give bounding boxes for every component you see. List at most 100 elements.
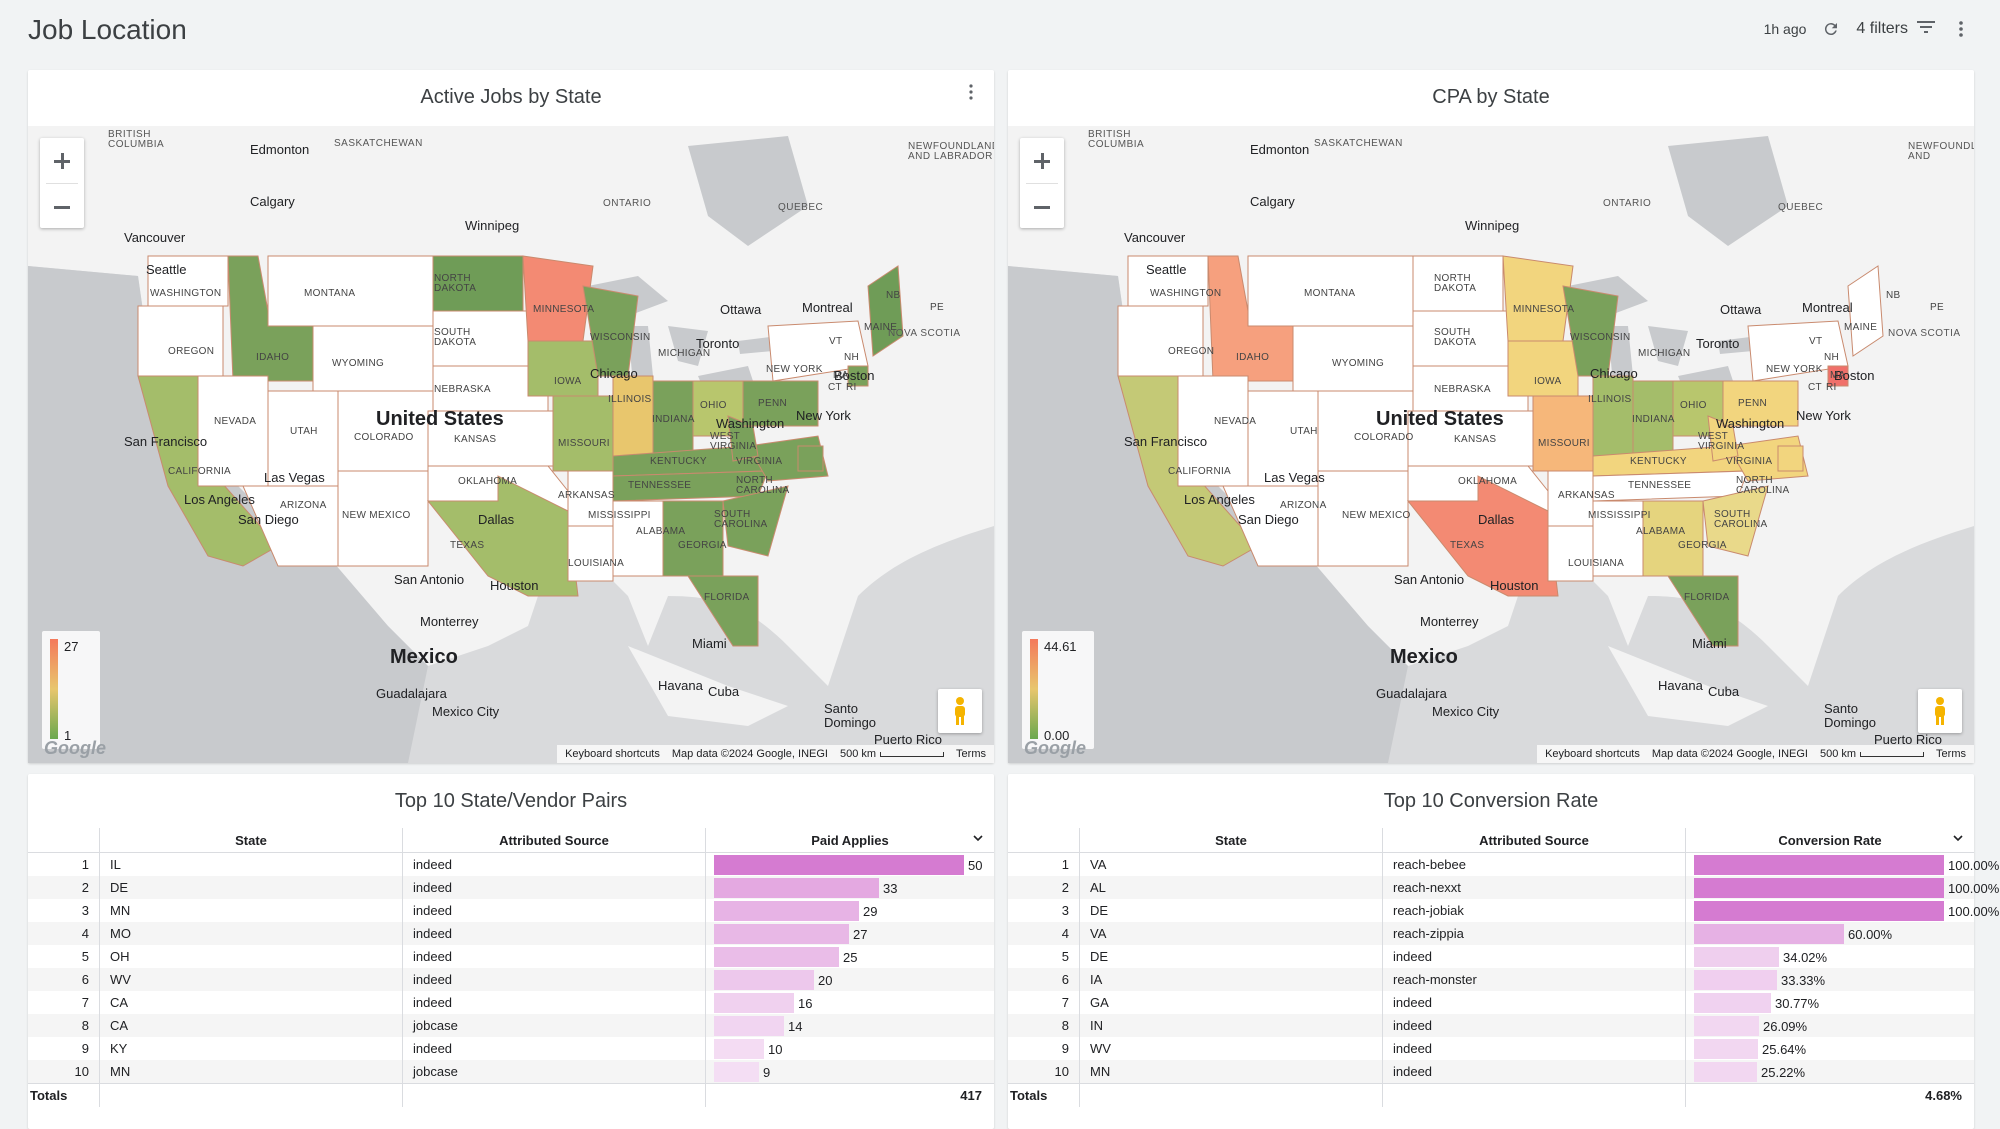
map-scale[interactable]: 500 km xyxy=(840,748,945,760)
state-label: GEORGIA xyxy=(678,540,727,551)
place-label: Guadalajara xyxy=(376,686,447,701)
place-label: Las Vegas xyxy=(264,470,325,485)
place-label: Edmonton xyxy=(1250,142,1310,157)
cell-metric: 60.00% xyxy=(1685,922,1974,945)
column-header-state[interactable]: State xyxy=(1079,828,1383,853)
table-row[interactable]: 3 DE reach-jobiak 100.00% xyxy=(1008,899,1999,922)
table-row[interactable]: 9 KY indeed 10 xyxy=(28,1037,994,1060)
cell-source: reach-jobiak xyxy=(1382,899,1686,922)
zoom-out-button[interactable] xyxy=(1020,184,1064,229)
zoom-in-button[interactable] xyxy=(40,138,84,183)
value-label: 60.00% xyxy=(1848,927,1893,942)
more-vert-icon[interactable] xyxy=(1950,18,1972,40)
table-row[interactable]: 6 IA reach-monster 33.33% xyxy=(1008,968,1974,991)
value-bar xyxy=(1694,901,1944,921)
map-card-cpa: CPA by State xyxy=(1008,70,1974,763)
place-label: ONTARIO xyxy=(1603,198,1652,209)
state-label: LOUISIANA xyxy=(568,558,625,569)
sort-desc-icon[interactable] xyxy=(1952,832,1964,847)
totals-row: Totals 417 xyxy=(28,1083,994,1107)
state-label: OHIO xyxy=(1680,400,1707,411)
place-label: Montreal xyxy=(802,300,853,315)
legend-min: 0.00 xyxy=(1044,728,1070,743)
google-logo: Google xyxy=(44,738,106,758)
cell-source: indeed xyxy=(402,945,706,968)
place-label: Monterrey xyxy=(1420,614,1479,629)
column-header-metric[interactable]: Paid Applies xyxy=(705,828,994,853)
cell-metric: 33 xyxy=(705,876,994,899)
state-label: ILLINOIS xyxy=(608,394,652,405)
place-label: Guadalajara xyxy=(1376,686,1447,701)
map-canvas[interactable]: BRITISH COLUMBIA Edmonton SASKATCHEWAN C… xyxy=(1008,126,1974,763)
state-label: OKLAHOMA xyxy=(1458,476,1518,487)
totals-row: Totals 4.68% xyxy=(1008,1083,1974,1107)
cell-metric: 14 xyxy=(705,1014,994,1037)
table-row[interactable]: 8 CA jobcase 14 xyxy=(28,1014,994,1037)
table-row[interactable]: 10 MN jobcase 9 xyxy=(28,1060,994,1084)
zoom-out-button[interactable] xyxy=(40,184,84,229)
value-label: 34.02% xyxy=(1783,950,1828,965)
table-row[interactable]: 5 DE indeed 34.02% xyxy=(1008,945,1974,968)
sort-desc-icon[interactable] xyxy=(972,832,984,847)
table-row[interactable]: 1 IL indeed 50 xyxy=(28,852,994,876)
bar-container: 25.64% xyxy=(1686,1037,1974,1060)
cell-state: CA xyxy=(99,991,403,1014)
map-title: CPA by State xyxy=(1432,86,1550,108)
table-row[interactable]: 7 CA indeed 16 xyxy=(28,991,994,1014)
value-bar xyxy=(714,855,964,875)
table-row[interactable]: 1 VA reach-bebee 100.00% xyxy=(1008,852,1999,876)
card-menu-icon[interactable] xyxy=(968,84,974,105)
bar-container: 100.00% xyxy=(1686,899,1999,922)
terms-link[interactable]: Terms xyxy=(956,748,986,760)
zoom-in-button[interactable] xyxy=(1020,138,1064,183)
table-row[interactable]: 10 MN indeed 25.22% xyxy=(1008,1060,1974,1084)
column-header-source[interactable]: Attributed Source xyxy=(402,828,706,853)
street-view-pegman-icon[interactable] xyxy=(938,689,982,733)
state-label: SOUTH DAKOTA xyxy=(1434,327,1477,348)
column-header-metric[interactable]: Conversion Rate xyxy=(1685,828,1974,853)
table-row[interactable]: 7 GA indeed 30.77% xyxy=(1008,991,1974,1014)
totals-empty xyxy=(99,1083,403,1107)
state-label: WISCONSIN xyxy=(1570,332,1631,343)
table-row[interactable]: 8 IN indeed 26.09% xyxy=(1008,1014,1974,1037)
state-label: COLORADO xyxy=(1354,432,1414,443)
place-label: Winnipeg xyxy=(465,218,520,233)
cell-source: indeed xyxy=(402,852,706,876)
table-card-conversion-rate: Top 10 Conversion Rate State Attributed … xyxy=(1008,774,1999,1129)
row-index: 10 xyxy=(1008,1060,1080,1084)
filters-button[interactable]: 4 filters xyxy=(1856,19,1936,40)
bar-container: 100.00% xyxy=(1686,876,1999,899)
cell-source: jobcase xyxy=(402,1014,706,1037)
totals-empty xyxy=(1079,1083,1383,1107)
map-scale[interactable]: 500 km xyxy=(1820,748,1925,760)
table-row[interactable]: 3 MN indeed 29 xyxy=(28,899,994,922)
column-header-source[interactable]: Attributed Source xyxy=(1382,828,1686,853)
keyboard-shortcuts-link[interactable]: Keyboard shortcuts xyxy=(565,748,660,760)
state-label: PE xyxy=(1930,302,1944,313)
value-bar xyxy=(1694,1062,1757,1082)
cell-state: WV xyxy=(1079,1037,1383,1060)
terms-link[interactable]: Terms xyxy=(1936,748,1966,760)
page-header: Job Location 1h ago 4 filters xyxy=(0,0,2000,66)
table-row[interactable]: 4 VA reach-zippia 60.00% xyxy=(1008,922,1974,945)
cell-state: DE xyxy=(99,876,403,899)
index-header xyxy=(1008,828,1080,853)
value-bar xyxy=(1694,1039,1758,1059)
column-header-state[interactable]: State xyxy=(99,828,403,853)
table-row[interactable]: 2 DE indeed 33 xyxy=(28,876,994,899)
map-canvas[interactable]: BRITISH COLUMBIA Edmonton SASKATCHEWAN C… xyxy=(28,126,994,763)
table-row[interactable]: 5 OH indeed 25 xyxy=(28,945,994,968)
refresh-icon[interactable] xyxy=(1820,18,1842,40)
place-label: BRITISH COLUMBIA xyxy=(108,129,165,150)
street-view-pegman-icon[interactable] xyxy=(1918,689,1962,733)
cell-metric: 25.64% xyxy=(1686,1037,1975,1060)
keyboard-shortcuts-link[interactable]: Keyboard shortcuts xyxy=(1545,748,1640,760)
table-row[interactable]: 4 MO indeed 27 xyxy=(28,922,994,945)
table-row[interactable]: 9 WV indeed 25.64% xyxy=(1008,1037,1974,1060)
value-label: 100.00% xyxy=(1948,881,2000,896)
place-label: Cuba xyxy=(1708,684,1740,699)
value-label: 30.77% xyxy=(1775,996,1820,1011)
table-row[interactable]: 2 AL reach-nexxt 100.00% xyxy=(1008,876,1999,899)
table-row[interactable]: 6 WV indeed 20 xyxy=(28,968,994,991)
place-label: Seattle xyxy=(1146,262,1187,277)
